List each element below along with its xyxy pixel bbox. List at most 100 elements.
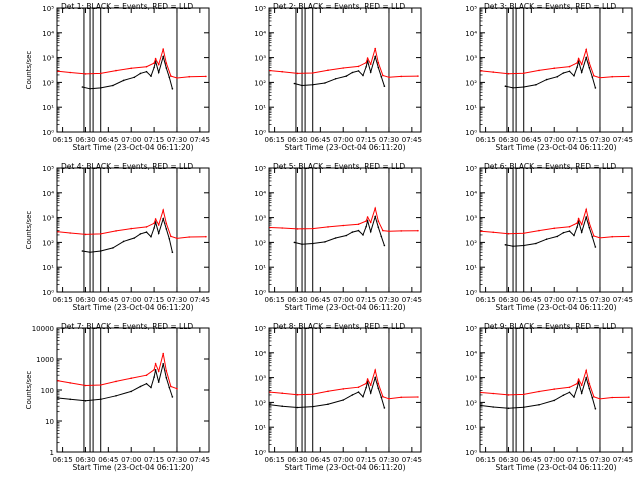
series-point	[388, 230, 390, 233]
detector-panel-2: Det 2: BLACK = Events, RED = LLD 10⁰ 10¹ 10…	[254, 2, 422, 152]
y-tick-label: 10⁰	[42, 289, 54, 297]
panel-title: Det 3: BLACK = Events, RED = LLD	[484, 2, 616, 11]
y-tick-label: 10⁵	[465, 325, 477, 333]
series-point	[366, 378, 369, 380]
series-point	[153, 66, 155, 69]
series-point	[176, 77, 178, 79]
series-point	[130, 227, 132, 230]
panel-title: Det 1: BLACK = Events, RED = LLD	[61, 2, 193, 11]
series-point	[69, 398, 71, 401]
series-point	[507, 407, 510, 410]
x-tick-label: 07:45	[613, 456, 633, 464]
series-point	[380, 75, 383, 78]
lld-series-line	[480, 207, 629, 239]
series-point	[188, 236, 190, 238]
series-point	[568, 225, 571, 228]
y-tick-label: 10⁴	[254, 350, 266, 358]
series-point	[562, 231, 565, 234]
series-point	[628, 75, 630, 78]
series-point	[400, 75, 403, 78]
y-tick-label: 10³	[42, 55, 54, 63]
series-point	[165, 222, 168, 225]
series-point	[311, 84, 314, 86]
events-series-line	[82, 216, 173, 253]
x-tick-label: 06:45	[310, 456, 330, 464]
detector-panel-8: Det 8: BLACK = Events, RED = LLD 10⁰ 10¹ 10…	[254, 322, 422, 472]
series-point	[157, 71, 160, 74]
x-tick-label: 06:30	[498, 456, 518, 464]
y-tick-label: 10⁰	[465, 289, 477, 297]
series-point	[324, 241, 326, 243]
series-point	[522, 244, 525, 247]
series-point	[374, 55, 377, 58]
series-point	[573, 234, 575, 237]
lld-series-line	[269, 48, 418, 78]
series-point	[162, 55, 164, 58]
series-point	[269, 226, 271, 229]
x-tick-label: 07:00	[333, 456, 353, 464]
series-point	[165, 369, 168, 372]
series-point	[130, 390, 132, 393]
series-point	[593, 75, 595, 77]
series-point	[130, 67, 132, 70]
y-tick-label: 10⁵	[254, 5, 266, 13]
series-point	[351, 394, 354, 396]
series-point	[145, 65, 148, 68]
series-point	[145, 231, 148, 233]
y-tick-label: 10⁴	[42, 190, 54, 198]
series-point	[153, 227, 155, 229]
series-point	[576, 222, 578, 224]
series-point	[556, 75, 559, 78]
y-tick-label: 10²	[465, 239, 477, 247]
series-point	[588, 226, 591, 229]
series-point	[342, 224, 345, 227]
series-point	[628, 396, 630, 399]
series-point	[311, 242, 314, 245]
series-point	[342, 67, 345, 69]
x-tick-label: 06:30	[287, 456, 307, 464]
x-tick-label: 06:30	[75, 296, 95, 304]
y-tick-label: 10⁴	[254, 190, 266, 198]
x-tick-label: 06:15	[52, 296, 72, 304]
y-tick-label: 10⁰	[254, 289, 266, 297]
series-point	[611, 235, 613, 238]
series-point	[357, 70, 360, 72]
series-point	[165, 67, 168, 69]
x-tick-label: 07:30	[590, 296, 610, 304]
series-point	[562, 394, 565, 397]
x-tick-label: 07:30	[379, 296, 399, 304]
series-point	[122, 240, 125, 243]
series-point	[594, 246, 597, 248]
y-tick-label: 10000	[32, 325, 54, 333]
series-point	[351, 71, 354, 74]
series-point	[133, 76, 136, 79]
series-point	[588, 62, 591, 64]
series-point	[157, 224, 160, 226]
series-point	[576, 62, 578, 64]
panel-title: Det 7: BLACK = Events, RED = LLD	[61, 322, 193, 331]
series-point	[522, 72, 525, 74]
series-point	[553, 227, 555, 230]
y-tick-label: 10⁰	[465, 129, 477, 137]
x-tick-label: 07:30	[379, 456, 399, 464]
y-tick-label: 1000	[36, 356, 54, 364]
series-point	[296, 72, 299, 75]
series-point	[205, 75, 207, 78]
y-tick-label: 10⁰	[42, 129, 54, 137]
series-point	[153, 222, 155, 225]
series-point	[99, 398, 102, 401]
y-tick-label: 10¹	[465, 424, 477, 432]
x-tick-label: 07:15	[144, 296, 164, 304]
series-point	[357, 386, 360, 389]
series-point	[553, 399, 555, 402]
series-point	[568, 230, 571, 232]
series-point	[133, 237, 136, 239]
series-point	[377, 61, 380, 64]
series-point	[89, 88, 91, 90]
detector-panel-9: Det 9: BLACK = Events, RED = LLD 10⁰ 10¹ 10…	[465, 322, 633, 472]
series-point	[585, 208, 587, 211]
events-series-line	[57, 363, 173, 402]
x-axis-label: Start Time (23-Oct-04 06:11:20)	[72, 463, 193, 472]
series-point	[593, 396, 595, 398]
series-point	[171, 396, 174, 398]
